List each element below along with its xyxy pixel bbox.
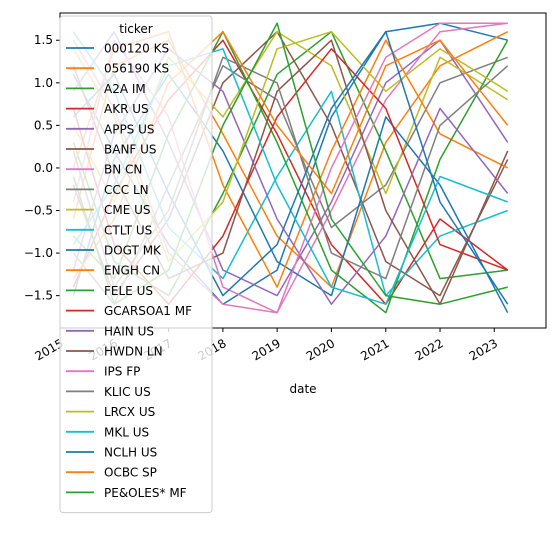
legend-label: GCARSOA1 MF (104, 304, 192, 318)
legend-label: CTLT US (104, 223, 152, 237)
legend-label: MKL US (104, 425, 149, 439)
legend-label: ENGH CN (104, 264, 160, 278)
legend-label: 000120 KS (104, 42, 169, 56)
legend-label: CME US (104, 203, 151, 217)
legend-label: OCBC SP (104, 466, 157, 480)
y-tick-label: 0.5 (34, 118, 53, 132)
legend-label: 056190 KS (104, 62, 169, 76)
legend-label: BANF US (104, 143, 157, 157)
y-axis: 1.5 1.0 0.5 0.0 −0.5 −1.0 −1.5 (24, 33, 60, 303)
legend-label: PE&OLES* MF (104, 486, 187, 500)
legend-label: FELE US (104, 284, 153, 298)
y-tick-label: −1.5 (24, 289, 53, 303)
legend-label: BN CN (104, 163, 142, 177)
x-axis-label: date (289, 382, 316, 396)
legend-label: DOGT MK (104, 244, 162, 258)
legend-label: LRCX US (104, 405, 155, 419)
legend-label: NCLH US (104, 446, 157, 460)
legend-label: AKR US (104, 102, 149, 116)
legend-label: IPS FP (104, 365, 140, 379)
legend-label: CCC LN (104, 183, 149, 197)
y-tick-label: −1.0 (24, 246, 53, 260)
legend-label: APPS US (104, 122, 155, 136)
legend: ticker 000120 KS 056190 KS A2A IM AKR US APPS… (59, 15, 213, 514)
legend-title: ticker (119, 22, 153, 36)
y-tick-label: 1.5 (34, 33, 53, 47)
legend-label: KLIC US (104, 385, 151, 399)
y-tick-label: 0.0 (34, 161, 53, 175)
legend-label: A2A IM (104, 82, 146, 96)
y-tick-label: 1.0 (34, 76, 53, 90)
legend-label: HAIN US (104, 324, 154, 338)
legend-box (59, 15, 213, 514)
legend-label: HWDN LN (104, 345, 163, 359)
y-tick-label: −0.5 (24, 204, 53, 218)
